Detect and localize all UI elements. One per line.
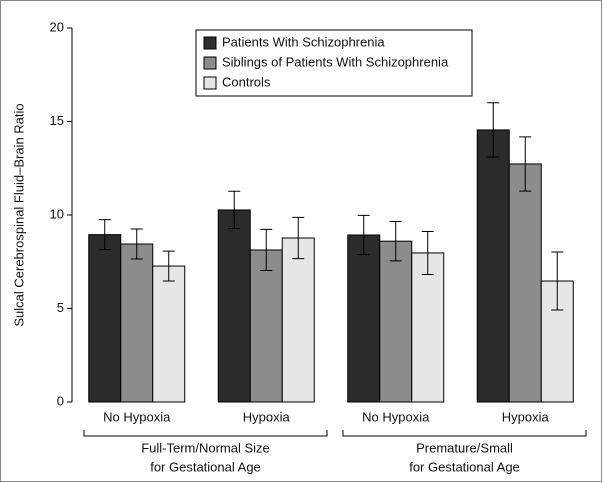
y-axis-label: Sulcal Cerebrospinal Fluid–Brain Ratio bbox=[11, 103, 26, 326]
error-bar bbox=[292, 216, 305, 260]
error-bar bbox=[389, 221, 402, 262]
x-tick-label: Hypoxia bbox=[243, 409, 291, 424]
x-tick-label: No Hypoxia bbox=[103, 409, 171, 424]
error-bar bbox=[551, 251, 564, 311]
legend-box bbox=[195, 29, 473, 97]
error-bar bbox=[228, 190, 241, 230]
legend-label: Patients With Schizophrenia bbox=[222, 34, 385, 49]
bar bbox=[88, 234, 122, 403]
y-tick-label: 15 bbox=[50, 113, 64, 128]
bar bbox=[217, 209, 251, 403]
error-bar bbox=[487, 102, 500, 158]
bar bbox=[347, 234, 381, 403]
error-bar bbox=[98, 219, 111, 251]
y-tick-label: 10 bbox=[50, 206, 64, 221]
bar bbox=[249, 249, 283, 403]
group-label: for Gestational Age bbox=[409, 459, 520, 474]
legend-label: Siblings of Patients With Schizophrenia bbox=[222, 54, 449, 69]
y-tick-label: 20 bbox=[50, 19, 64, 34]
error-bar bbox=[519, 136, 532, 192]
bar bbox=[540, 280, 574, 403]
bar bbox=[152, 265, 186, 403]
y-tick-label: 5 bbox=[57, 300, 64, 315]
error-bar bbox=[357, 214, 370, 256]
bar bbox=[281, 237, 315, 403]
x-tick-label: Hypoxia bbox=[502, 409, 550, 424]
bar bbox=[411, 252, 445, 403]
group-label: Full-Term/Normal Size bbox=[141, 440, 270, 455]
group-bracket bbox=[83, 430, 328, 437]
error-bar bbox=[421, 230, 434, 275]
error-bar bbox=[260, 228, 273, 272]
y-tick-label: 0 bbox=[57, 393, 64, 408]
error-bar bbox=[130, 228, 143, 260]
bar bbox=[476, 129, 510, 403]
group-label: Premature/Small bbox=[416, 440, 513, 455]
legend-swatch bbox=[203, 36, 217, 50]
bar bbox=[508, 163, 542, 403]
legend-swatch bbox=[203, 76, 217, 90]
x-tick-label: No Hypoxia bbox=[362, 409, 430, 424]
group-bracket bbox=[342, 430, 587, 437]
group-label: for Gestational Age bbox=[150, 459, 261, 474]
bar bbox=[379, 240, 413, 403]
error-bar bbox=[162, 250, 175, 282]
legend-label: Controls bbox=[222, 74, 271, 89]
legend-swatch bbox=[203, 56, 217, 70]
bar bbox=[120, 243, 154, 403]
